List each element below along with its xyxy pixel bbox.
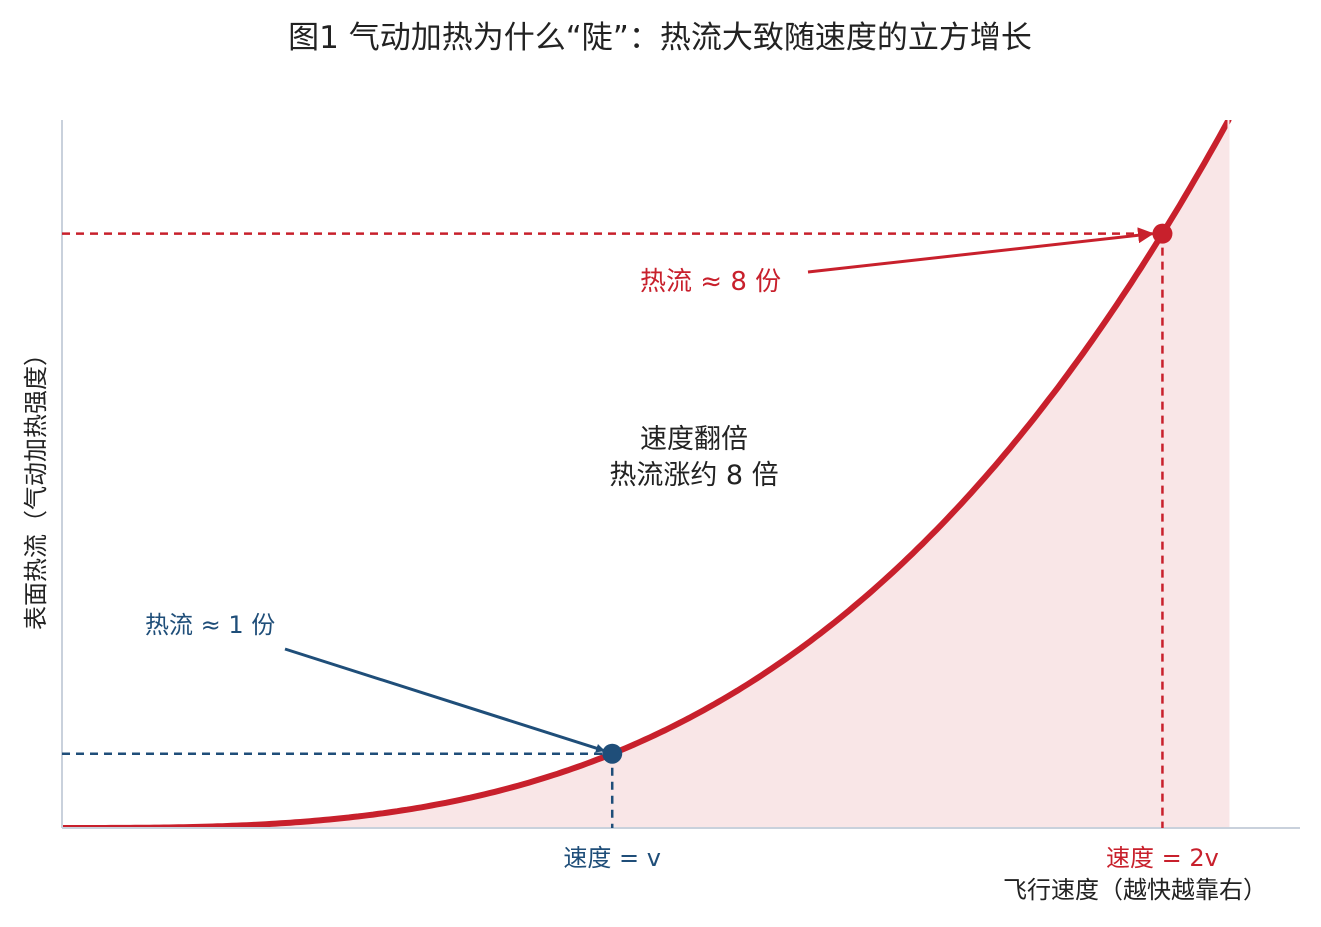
data-point-low bbox=[602, 743, 623, 764]
curve-fill-area bbox=[62, 120, 1229, 828]
heat-flux-curve bbox=[62, 120, 1232, 828]
data-point-high bbox=[1152, 223, 1173, 244]
center-note-line-1: 速度翻倍 bbox=[640, 424, 748, 455]
annotation-low: 热流 ≈ 1 份 bbox=[145, 611, 275, 639]
x-axis-label: 飞行速度（越快越靠右） bbox=[1003, 876, 1267, 904]
x-tick-label-v: 速度 = v bbox=[563, 844, 661, 872]
annotation-arrow-high bbox=[807, 227, 1155, 274]
annotation-arrow-low bbox=[284, 647, 606, 753]
y-axis-label: 表面热流（气动加热强度） bbox=[22, 342, 50, 630]
chart-title: 图1 气动加热为什么“陡”：热流大致随速度的立方增长 bbox=[288, 20, 1032, 56]
x-tick-label-2v: 速度 = 2v bbox=[1106, 844, 1219, 872]
center-note-line-2: 热流涨约 8 倍 bbox=[609, 460, 778, 491]
annotation-high: 热流 ≈ 8 份 bbox=[640, 267, 781, 297]
